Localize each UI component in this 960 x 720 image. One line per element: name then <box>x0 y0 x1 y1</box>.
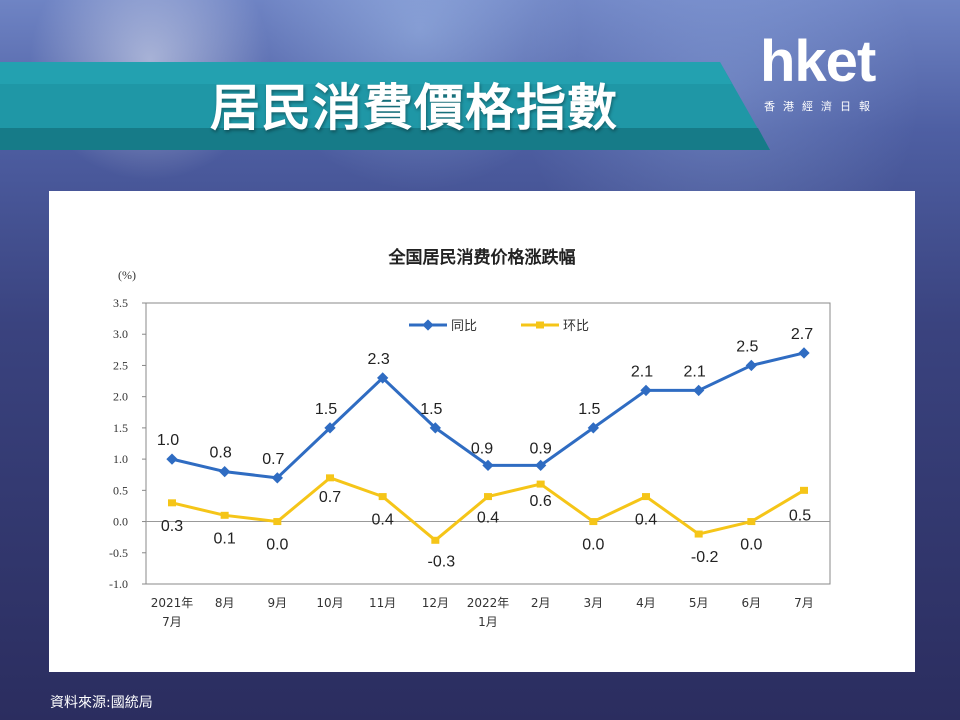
data-point-yoy <box>429 422 441 434</box>
data-point-yoy <box>482 459 494 472</box>
data-label-yoy: 1.5 <box>578 401 600 418</box>
data-label-yoy: 2.3 <box>368 351 390 368</box>
x-tick-label: 2022年 <box>467 596 510 610</box>
data-point-mom <box>747 518 756 526</box>
x-tick-label: 3月 <box>584 596 604 610</box>
cpi-chart: 全国居民消费价格涨跌幅 (%) 同比 环比 3.5 3.0 2.5 2.0 1.5 1.0 0… <box>109 247 831 629</box>
data-point-mom <box>326 474 334 482</box>
data-point-mom <box>536 480 545 488</box>
data-label-yoy: 0.9 <box>471 440 493 457</box>
data-point-yoy <box>324 422 336 434</box>
legend-swatch-marker <box>536 321 544 329</box>
x-axis: 2021年 7月 8月 9月 10月 11月 12月 2022年 1月 2月 3月 4月 5月 6月 7月 <box>151 596 814 629</box>
x-tick-label: 7月 <box>162 615 182 629</box>
data-point-yoy <box>271 472 283 484</box>
data-point-mom <box>694 530 703 538</box>
data-point-mom <box>642 493 650 501</box>
data-label-mom: 0.5 <box>789 507 811 524</box>
y-tick-label: 0.0 <box>113 515 128 529</box>
data-point-mom <box>273 518 282 526</box>
data-point-yoy <box>219 465 231 478</box>
source-note: 資料來源:國統局 <box>50 695 153 711</box>
data-label-yoy: 0.9 <box>530 440 552 457</box>
data-label-yoy: 1.5 <box>420 401 442 418</box>
data-point-mom <box>589 518 598 526</box>
data-label-yoy: 1.0 <box>157 432 179 449</box>
x-tick-label: 2月 <box>531 596 551 610</box>
data-point-mom <box>220 511 229 519</box>
x-tick-label: 11月 <box>369 596 396 610</box>
y-tick-label: 2.0 <box>113 390 128 404</box>
y-tick-label: 3.0 <box>113 327 128 341</box>
data-label-mom: 0.0 <box>266 537 288 554</box>
data-label-mom: 0.6 <box>530 493 552 510</box>
chart-title: 全国居民消费价格涨跌幅 <box>388 247 576 268</box>
x-tick-label: 12月 <box>422 596 449 610</box>
legend-label: 同比 <box>451 319 477 334</box>
x-tick-label: 10月 <box>316 596 343 610</box>
data-point-yoy <box>693 384 705 397</box>
data-label-yoy: 2.7 <box>791 326 813 343</box>
legend-label: 环比 <box>563 319 589 334</box>
logo-subtitle: 香港經濟日報 <box>764 100 878 113</box>
y-axis-unit: (%) <box>118 268 136 282</box>
data-point-yoy <box>640 384 652 397</box>
data-label-mom: 0.0 <box>582 537 604 554</box>
data-point-yoy <box>587 422 599 434</box>
data-label-mom: 0.4 <box>372 512 394 529</box>
y-tick-label: -0.5 <box>109 546 128 560</box>
data-point-yoy <box>377 372 389 384</box>
y-tick-label: 3.5 <box>113 296 128 310</box>
data-label-yoy: 2.1 <box>684 363 706 380</box>
chart-card: 全国居民消费价格涨跌幅 (%) 同比 环比 3.5 3.0 2.5 2.0 1.5 1.0 0… <box>49 191 915 672</box>
x-tick-label: 1月 <box>478 615 498 629</box>
data-label-mom: -0.3 <box>428 553 456 570</box>
data-label-mom: 0.1 <box>214 530 236 547</box>
data-label-yoy: 2.1 <box>631 363 653 380</box>
legend-swatch-marker <box>422 319 434 331</box>
data-point-mom <box>431 536 440 544</box>
data-label-mom: 0.7 <box>319 489 341 506</box>
y-tick-label: 2.5 <box>113 358 128 372</box>
x-tick-label: 9月 <box>268 596 288 610</box>
data-point-mom <box>484 493 492 501</box>
y-axis: 3.5 3.0 2.5 2.0 1.5 1.0 0.5 0.0 -0.5 -1.0 <box>109 296 146 591</box>
x-tick-label: 6月 <box>742 596 762 610</box>
data-point-yoy <box>166 453 178 465</box>
y-tick-label: 1.5 <box>113 421 128 435</box>
x-tick-label: 8月 <box>215 596 235 610</box>
y-tick-label: 0.5 <box>113 483 128 497</box>
x-tick-label: 4月 <box>636 596 656 610</box>
data-label-mom: 0.4 <box>477 510 499 527</box>
x-tick-label: 7月 <box>794 596 814 610</box>
hket-logo: hket 香港經濟日報 <box>760 30 930 120</box>
title-banner <box>0 62 770 150</box>
data-label-mom: 0.4 <box>635 512 657 529</box>
data-point-yoy <box>535 459 547 472</box>
data-label-yoy: 0.8 <box>210 445 232 462</box>
data-point-mom <box>378 493 387 501</box>
data-point-mom <box>800 486 808 494</box>
x-tick-label: 5月 <box>689 596 709 610</box>
plot-frame <box>145 302 831 585</box>
data-label-mom: 0.0 <box>740 537 762 554</box>
y-tick-label: -1.0 <box>109 577 128 591</box>
logo-wordmark: hket <box>760 29 876 94</box>
legend: 同比 环比 <box>409 319 589 334</box>
data-point-mom <box>168 499 176 507</box>
plot-area: 1.0 0.8 0.7 1.5 2.3 1.5 0.9 0.9 1.5 2.1 2.1 2.5 2.7 0… <box>145 302 831 585</box>
page-title: 居民消費價格指數 <box>210 79 618 137</box>
data-point-yoy <box>745 359 757 372</box>
data-label-mom: -0.2 <box>691 549 719 566</box>
y-tick-label: 1.0 <box>113 452 128 466</box>
data-label-mom: 0.3 <box>161 518 183 535</box>
data-label-yoy: 0.7 <box>262 451 284 468</box>
data-label-yoy: 1.5 <box>315 401 337 418</box>
x-tick-label: 2021年 <box>151 596 194 610</box>
data-point-yoy <box>798 347 810 359</box>
data-label-yoy: 2.5 <box>736 338 758 355</box>
